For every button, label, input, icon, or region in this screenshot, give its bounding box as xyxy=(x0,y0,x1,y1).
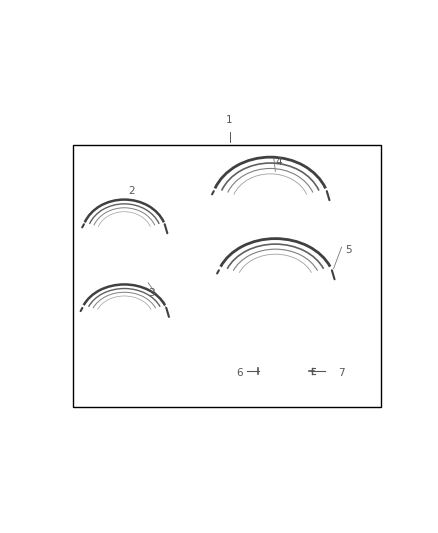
Bar xyxy=(74,146,381,407)
Text: 2: 2 xyxy=(128,186,134,196)
Text: 3: 3 xyxy=(148,288,155,298)
Text: 7: 7 xyxy=(338,368,345,378)
Text: 6: 6 xyxy=(237,368,243,378)
Text: 1: 1 xyxy=(226,115,233,125)
Text: 5: 5 xyxy=(345,246,352,255)
Text: 4: 4 xyxy=(276,157,282,167)
